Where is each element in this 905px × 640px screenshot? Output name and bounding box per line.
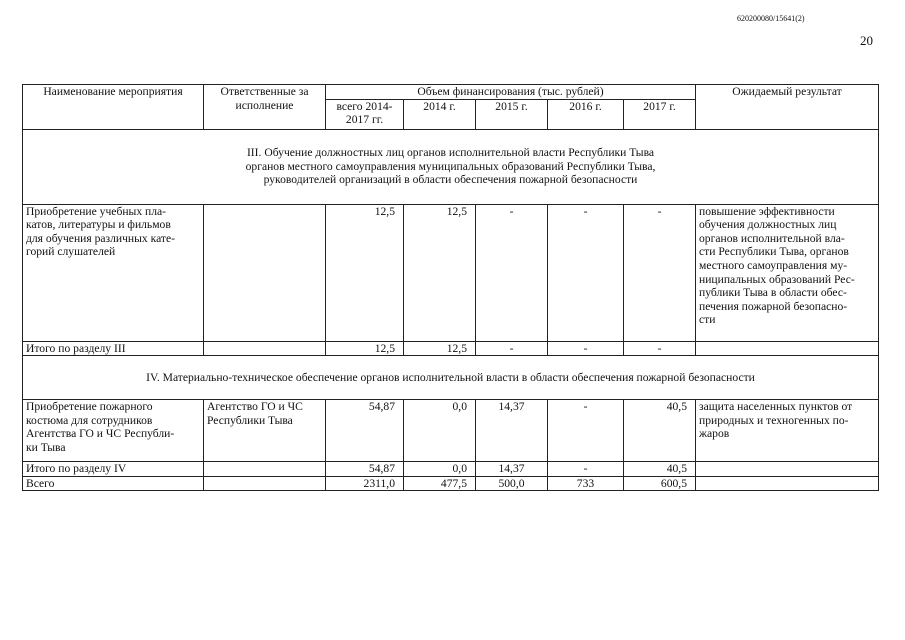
table-row: Итого по разделу III 12,5 12,5 -- - (22, 340, 879, 357)
header-2017: 2017 г. (623, 98, 696, 130)
table-row: Всего 2311,0 477,5 500,0 733 600,5 (22, 475, 879, 492)
header-name: Наименование мероприятия (22, 84, 204, 130)
cell-2017: 600,5 (623, 475, 696, 492)
table-row: Приобретение пожарного костюма для сотру… (22, 399, 879, 463)
cell-responsible (203, 461, 326, 477)
table-row: Итого по разделу IV 54,87 0,0 14,37- 40,5 (22, 461, 879, 477)
cell-2016: - (547, 340, 624, 357)
cell-responsible (203, 340, 326, 357)
cell-2014: 12,5 (403, 203, 476, 342)
cell-2017: - (623, 203, 696, 342)
cell-name: Всего (22, 475, 204, 492)
cell-responsible (203, 475, 326, 492)
cell-2016: - (547, 461, 624, 477)
header-2015: 2015 г. (475, 98, 548, 130)
cell-2017: - (623, 340, 696, 357)
cell-name: Приобретение учебных пла- катов, литерат… (22, 203, 204, 342)
cell-2014: 0,0 (403, 399, 476, 463)
funding-table: Наименование мероприятия Ответственные з… (22, 84, 879, 492)
cell-name: Итого по разделу IV (22, 461, 204, 477)
cell-result (695, 461, 879, 477)
cell-result (695, 475, 879, 492)
document-id: 620200080/15641(2) (737, 14, 805, 23)
cell-total: 12,5 (325, 340, 404, 357)
cell-2014: 0,0 (403, 461, 476, 477)
cell-2015: - (475, 340, 548, 357)
cell-2015: 500,0 (475, 475, 548, 492)
header-responsible: Ответственные за исполнение (203, 84, 326, 130)
cell-2015: 14,37 (475, 461, 548, 477)
header-subrow: всего 2014- 2017 гг. 2014 г. 2015 г. 201… (23, 98, 879, 130)
cell-total: 54,87 (325, 399, 404, 463)
header-total: всего 2014- 2017 гг. (325, 98, 404, 130)
header-2014: 2014 г. (403, 98, 476, 130)
table-row: Приобретение учебных пла- катов, литерат… (22, 203, 879, 342)
cell-responsible (203, 203, 326, 342)
header-2016: 2016 г. (547, 98, 624, 130)
header-row: Наименование мероприятия Ответственные з… (22, 84, 879, 130)
cell-name: Приобретение пожарного костюма для сотру… (22, 399, 204, 463)
cell-result (695, 340, 879, 357)
cell-name: Итого по разделу III (22, 340, 204, 357)
cell-2015: - (475, 203, 548, 342)
cell-total: 2311,0 (325, 475, 404, 492)
cell-total: 12,5 (325, 203, 404, 342)
section-4-title: IV. Материально-техническое обеспечение … (22, 355, 879, 401)
cell-result: повышение эффективности обучения должнос… (695, 203, 879, 342)
cell-2015: 14,37 (475, 399, 548, 463)
cell-2014: 12,5 (403, 340, 476, 357)
cell-2016: - (547, 203, 624, 342)
cell-2017: 40,5 (623, 461, 696, 477)
cell-total: 54,87 (325, 461, 404, 477)
cell-2017: 40,5 (623, 399, 696, 463)
page-number: 20 (860, 33, 873, 48)
cell-result: защита населенных пунктов от природных и… (695, 399, 879, 463)
cell-2016: - (547, 399, 624, 463)
section-3-title: III. Обучение должностных лиц органов ис… (22, 128, 879, 205)
cell-responsible: Агентство ГО и ЧС Республики Тыва (203, 399, 326, 463)
cell-2014: 477,5 (403, 475, 476, 492)
cell-2016: 733 (547, 475, 624, 492)
header-result: Ожидаемый результат (695, 84, 879, 130)
header-funding: Объем финансирования (тыс. рублей) (325, 84, 696, 100)
